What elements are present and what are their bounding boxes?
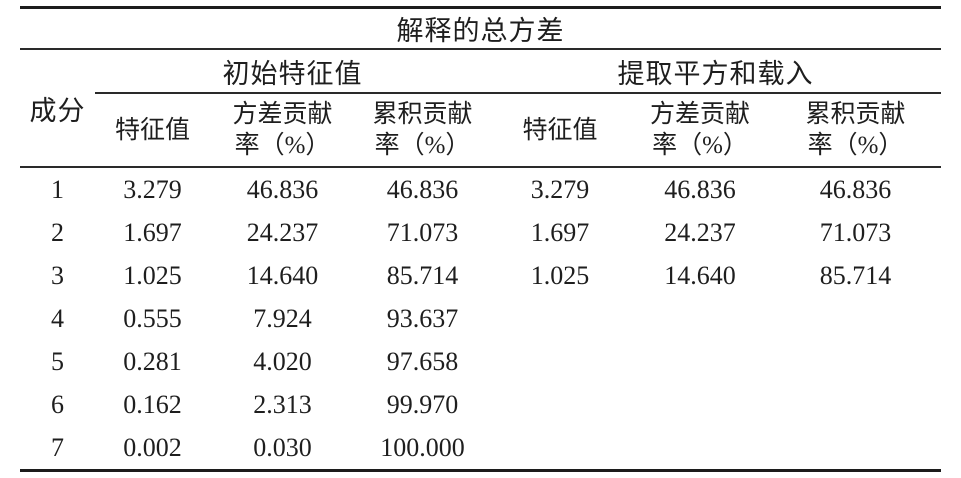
column-header-eigenvalue-initial: 特征值 [95,93,210,168]
column-header-variance-pct-extraction: 方差贡献 率（%） [630,93,770,168]
header-line: 累积贡献 [372,101,473,128]
cell-value: 3.279 [123,174,182,204]
cell-value [490,426,630,472]
cell-value: 46.836 [819,174,892,204]
cell-value: 97.658 [386,346,459,376]
header-line: 特征值 [114,116,190,144]
table-row: 6 0.162 2.313 99.970 [20,383,941,426]
cell-value [490,297,630,340]
cell-component: 4 [51,303,64,333]
table-row: 3 1.025 14.640 85.714 1.025 14.640 85.71… [20,254,941,297]
cell-value: 46.836 [246,174,319,204]
header-line: 累积贡献 [805,101,906,128]
column-header-cumulative-pct-extraction: 累积贡献 率（%） [770,93,941,168]
cell-value: 24.237 [246,217,319,247]
cell-value: 85.714 [819,260,892,290]
group-header-row: 成分 初始特征值 提取平方和载入 [20,49,941,168]
table-title-row: 解释的总方差 [20,6,941,50]
cell-value: 24.237 [664,217,736,247]
header-line: 方差贡献 [649,101,750,128]
cell-value: 1.697 [123,217,182,247]
column-header-variance-pct-initial: 方差贡献 率（%） [210,93,355,168]
header-line: 特征值 [522,116,598,144]
group-header-extraction-loadings: 提取平方和载入 [490,49,941,94]
cell-value: 0.162 [123,389,182,419]
cell-value [630,340,770,383]
sub-header-row: 特征值 方差贡献 率（%） 累积贡献 率（%） 特征值 [20,93,941,168]
cell-value: 0.555 [123,303,182,333]
table-row: 4 0.555 7.924 93.637 [20,297,941,340]
cell-value: 3.279 [530,174,590,204]
table-title: 解释的总方差 [20,6,941,50]
cell-component: 3 [51,260,64,290]
group-header-initial-eigenvalues: 初始特征值 [95,49,490,94]
cell-value: 46.836 [664,174,736,204]
header-line: 率（%） [652,132,748,159]
cell-value: 71.073 [819,217,892,247]
cell-value: 0.002 [95,426,210,472]
cell-component: 7 [20,426,95,472]
table-row: 5 0.281 4.020 97.658 [20,340,941,383]
total-variance-explained-table: 解释的总方差 成分 初始特征值 提取平方和载入 特征值 方差贡献 率（%） 累积 [20,6,941,472]
cell-value: 71.073 [386,217,459,247]
cell-value: 1.697 [530,217,590,247]
cell-value [770,340,941,383]
cell-value: 2.313 [253,389,312,419]
cell-value: 7.924 [253,303,312,333]
cell-value: 4.020 [253,346,312,376]
cell-value: 14.640 [246,260,319,290]
cell-value [770,383,941,426]
cell-value: 0.281 [123,346,182,376]
cell-value: 1.025 [530,260,590,290]
cell-value [490,383,630,426]
column-header-eigenvalue-extraction: 特征值 [490,93,630,168]
cell-component: 5 [51,346,64,376]
column-header-component: 成分 [20,49,95,168]
header-line: 率（%） [234,132,331,159]
cell-value [630,297,770,340]
cell-component: 2 [51,217,64,247]
cell-value: 85.714 [386,260,459,290]
cell-value [630,383,770,426]
cell-value: 100.000 [355,426,490,472]
cell-value: 14.640 [664,260,736,290]
cell-value [770,297,941,340]
table-row: 2 1.697 24.237 71.073 1.697 24.237 71.07… [20,211,941,254]
cell-value: 1.025 [123,260,182,290]
header-line: 方差贡献 [232,101,333,128]
cell-value: 93.637 [386,303,459,333]
table-row: 1 3.279 46.836 46.836 3.279 46.836 46.83… [20,167,941,211]
cell-component: 6 [51,389,64,419]
cell-component: 1 [51,174,64,204]
cell-value [630,426,770,472]
cell-value: 46.836 [386,174,459,204]
column-header-cumulative-pct-initial: 累积贡献 率（%） [355,93,490,168]
cell-value: 99.970 [386,389,459,419]
header-line: 率（%） [374,132,471,159]
table-row: 7 0.002 0.030 100.000 [20,426,941,472]
cell-value: 0.030 [210,426,355,472]
cell-value [490,340,630,383]
header-line: 率（%） [807,132,904,159]
cell-value [770,426,941,472]
